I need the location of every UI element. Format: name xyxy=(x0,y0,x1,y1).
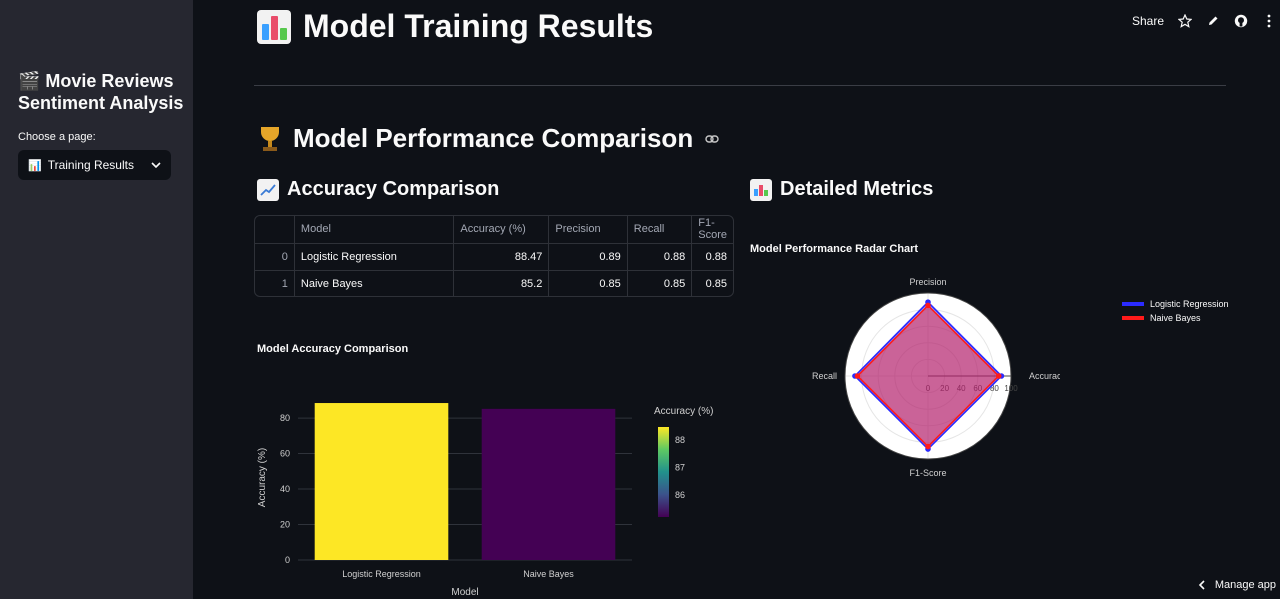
chevron-down-icon xyxy=(151,160,161,171)
bar-chart-icon: 📊 xyxy=(28,159,42,172)
table-header-cell[interactable]: Recall xyxy=(627,216,693,244)
table-cell: 0.88 xyxy=(691,243,733,271)
page-select-value: Training Results xyxy=(47,158,134,172)
results-table[interactable]: Model Accuracy (%) Precision Recall F1-S… xyxy=(254,215,734,297)
edit-icon[interactable] xyxy=(1206,14,1220,28)
table-cell: Naive Bayes xyxy=(294,270,455,296)
radar-chart[interactable]: 0 20 40 60 80 100 Accuracy Precision Recall F1-Sc… xyxy=(800,270,1060,480)
table-cell: 0.85 xyxy=(705,277,727,290)
radial-tick-label: 80 xyxy=(990,384,999,393)
section-title-text: Model Performance Comparison xyxy=(293,123,694,153)
table-cell: 0.85 xyxy=(548,270,628,296)
radial-tick-label: 20 xyxy=(940,384,949,393)
table-row[interactable]: 1 Naive Bayes 85.2 0.85 0.85 0.85 xyxy=(255,270,733,296)
table-header-index xyxy=(255,216,295,244)
bar xyxy=(481,408,616,560)
radar-axis-label: Recall xyxy=(812,371,837,381)
x-tick-label: Naive Bayes xyxy=(523,569,574,579)
table-header-cell[interactable]: Model xyxy=(294,216,455,244)
accuracy-bar-chart[interactable]: 0 20 40 60 80 Logistic Regression Naive Bayes M… xyxy=(250,395,730,599)
bar-chart-icon xyxy=(257,9,291,44)
y-tick-label: 20 xyxy=(280,520,290,530)
y-tick-label: 80 xyxy=(280,413,290,423)
radar-chart-title: Model Performance Radar Chart xyxy=(750,243,919,255)
bar-chart-icon xyxy=(750,178,772,201)
colorbar-tick-label: 88 xyxy=(675,435,685,445)
table-cell: 0.89 xyxy=(548,243,628,271)
divider xyxy=(254,85,1226,86)
chevron-left-icon xyxy=(1198,580,1205,590)
section-title: Model Performance Comparison xyxy=(257,123,719,154)
page-title: Model Training Results xyxy=(257,8,653,45)
radar-axis-label: Accuracy xyxy=(1029,371,1060,381)
share-button[interactable]: Share xyxy=(1131,14,1164,28)
y-tick-label: 0 xyxy=(285,555,290,565)
radar-point xyxy=(995,373,1002,379)
legend-swatch xyxy=(1122,316,1144,320)
radial-tick-label: 0 xyxy=(926,384,931,393)
trend-chart-icon xyxy=(257,178,279,201)
accuracy-subtitle: Accuracy Comparison xyxy=(257,178,499,201)
manage-app-button[interactable]: Manage app xyxy=(1198,579,1276,591)
radial-tick-label: 60 xyxy=(973,384,982,393)
colorbar xyxy=(658,427,669,517)
github-icon[interactable] xyxy=(1234,14,1248,28)
link-icon[interactable] xyxy=(705,131,719,147)
legend-swatch xyxy=(1122,302,1144,306)
radar-axis-label: F1-Score xyxy=(909,468,946,478)
radial-tick-label: 100 xyxy=(1004,384,1018,393)
radar-point xyxy=(925,443,931,450)
more-menu-icon[interactable] xyxy=(1262,14,1276,28)
metrics-subtitle: Detailed Metrics xyxy=(750,178,933,201)
x-tick-label: Logistic Regression xyxy=(342,569,421,579)
table-cell: 0.85 xyxy=(627,270,693,296)
y-axis-label: Accuracy (%) xyxy=(257,448,268,507)
colorbar-title: Accuracy (%) xyxy=(654,406,713,417)
top-toolbar: Share xyxy=(1132,8,1280,34)
radar-axis-label: Precision xyxy=(909,277,946,287)
trophy-icon xyxy=(257,125,283,153)
page-title-text: Model Training Results xyxy=(303,8,654,44)
table-header-row: Model Accuracy (%) Precision Recall F1-S… xyxy=(255,216,733,244)
table-row[interactable]: 0 Logistic Regression 88.47 0.89 0.88 0.… xyxy=(255,243,733,271)
accuracy-subtitle-text: Accuracy Comparison xyxy=(287,178,500,200)
table-cell-index: 0 xyxy=(255,243,295,271)
radar-legend: Logistic Regression Naive Bayes xyxy=(1122,297,1229,325)
legend-item[interactable]: Logistic Regression xyxy=(1122,297,1229,311)
table-header-cell[interactable]: F1-Score xyxy=(691,216,733,244)
table-cell: 85.2 xyxy=(453,270,550,296)
sidebar: 🎬 Movie Reviews Sentiment Analysis Choos… xyxy=(0,0,193,599)
radar-point xyxy=(854,373,861,379)
star-icon[interactable] xyxy=(1178,14,1192,28)
metrics-subtitle-text: Detailed Metrics xyxy=(780,178,934,200)
manage-app-label: Manage app xyxy=(1214,579,1276,591)
page-select[interactable]: 📊 Training Results xyxy=(18,150,171,180)
radar-point xyxy=(925,302,931,309)
y-tick-label: 60 xyxy=(280,449,290,459)
page-select-label: Choose a page: xyxy=(18,131,96,143)
radial-tick-label: 40 xyxy=(957,384,966,393)
table-cell: 0.88 xyxy=(627,243,693,271)
bar xyxy=(314,403,449,560)
table-header-cell[interactable]: Precision xyxy=(548,216,628,244)
colorbar-tick-label: 87 xyxy=(675,462,685,472)
legend-label: Naive Bayes xyxy=(1150,313,1201,323)
table-header-cell[interactable]: Accuracy (%) xyxy=(453,216,550,244)
y-tick-label: 40 xyxy=(280,484,290,494)
app-title: 🎬 Movie Reviews Sentiment Analysis xyxy=(18,71,184,113)
x-axis-label: Model xyxy=(451,587,478,598)
table-cell-index: 1 xyxy=(255,270,295,296)
table-cell: 88.47 xyxy=(453,243,550,271)
colorbar-tick-label: 86 xyxy=(675,490,685,500)
bar-chart-title: Model Accuracy Comparison xyxy=(257,343,409,355)
legend-item[interactable]: Naive Bayes xyxy=(1122,311,1229,325)
legend-label: Logistic Regression xyxy=(1150,299,1229,309)
table-cell: Logistic Regression xyxy=(294,243,455,271)
